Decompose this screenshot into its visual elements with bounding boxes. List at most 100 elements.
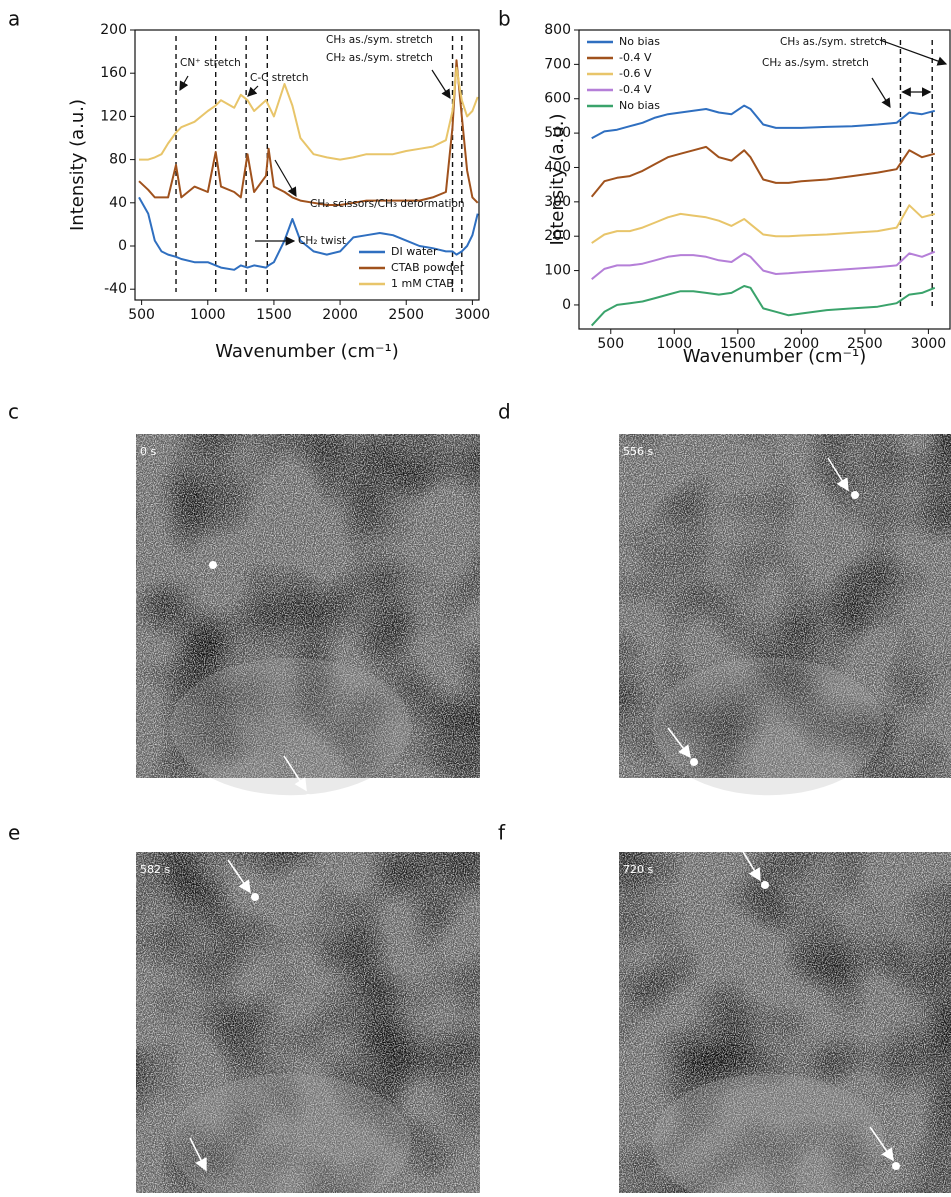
y-tick-label: 200 (100, 22, 127, 38)
x-tick-label: 2000 (784, 336, 820, 352)
y-axis-title: Intensity (a.u.) (547, 114, 568, 246)
legend-label: No bias (619, 99, 660, 112)
series-line (590, 285, 936, 327)
series-line (591, 104, 936, 140)
legend-label: No bias (619, 35, 660, 48)
panel-label: d (498, 400, 511, 424)
legend-label: CTAB powder (391, 261, 465, 274)
image-arrow (738, 844, 761, 882)
panel-label: c (8, 400, 19, 424)
bright-spot (251, 893, 259, 901)
annotation: CH₂ twist (298, 235, 346, 247)
image-arrow (189, 1137, 207, 1172)
x-tick-label: 2000 (322, 307, 358, 323)
y-tick-label: 300 (544, 194, 571, 210)
x-axis-title: Wavenumber (cm⁻¹) (683, 346, 867, 367)
bright-spot (892, 1162, 900, 1170)
image-speckle (136, 852, 480, 1193)
y-tick-label: 100 (544, 263, 571, 279)
x-tick-label: 2500 (847, 336, 883, 352)
panel-label: b (498, 7, 511, 31)
x-tick-label: 1500 (256, 307, 292, 323)
bright-spot (300, 814, 308, 822)
y-tick-label: 40 (109, 195, 127, 211)
y-tick-label: 500 (544, 125, 571, 141)
image-bright-region (170, 657, 412, 796)
microscopy-image: 582 s (136, 755, 480, 1197)
image-arrow (283, 755, 307, 792)
annotation-arrow (431, 69, 451, 100)
image-arrow (869, 1126, 894, 1162)
y-axis-title: Intensity (a.u.) (67, 99, 88, 231)
timestamp: 0 s (140, 445, 156, 458)
annotation: CH₃ as./sym. stretch (780, 36, 887, 48)
series-line (138, 196, 479, 271)
bright-spot (690, 758, 698, 766)
series-line (591, 250, 936, 280)
y-tick-label: -40 (104, 281, 127, 297)
x-tick-label: 3000 (911, 336, 947, 352)
x-tick-label: 500 (597, 336, 624, 352)
annotation: C-C stretch (250, 72, 308, 84)
panel-label: a (8, 7, 20, 31)
annotation: CH₃ as./sym. stretch (326, 34, 433, 46)
annotation-arrow (871, 77, 891, 109)
x-axis-title: Wavenumber (cm⁻¹) (215, 341, 399, 362)
microscopy-image: 720 s (619, 844, 951, 1197)
bright-spot (761, 881, 769, 889)
y-tick-label: 200 (544, 228, 571, 244)
annotation-arrow (879, 39, 948, 66)
y-tick-label: 0 (118, 238, 127, 254)
series-line (591, 204, 936, 244)
image-arrow (667, 727, 691, 759)
plot-frame (578, 29, 951, 330)
image-arrow (827, 457, 849, 492)
legend-label: -0.4 V (619, 83, 652, 96)
annotation-arrow (274, 159, 297, 198)
image-speckle (619, 434, 951, 778)
x-tick-label: 3000 (455, 307, 491, 323)
image-arrow (245, 809, 296, 823)
y-tick-label: 800 (544, 22, 571, 38)
x-tick-label: 500 (128, 307, 155, 323)
annotation: CH₂ as./sym. stretch (326, 52, 433, 64)
legend-label: 1 mM CTAB (391, 277, 454, 290)
image-speckle (619, 852, 951, 1193)
y-tick-label: 120 (100, 108, 127, 124)
timestamp: 582 s (140, 863, 170, 876)
panel-label: e (8, 821, 20, 845)
y-tick-label: 700 (544, 56, 571, 72)
panel-label: f (498, 821, 506, 845)
legend-label: -0.6 V (619, 67, 652, 80)
legend-label: -0.4 V (619, 51, 652, 64)
x-tick-label: 2500 (388, 307, 424, 323)
y-tick-label: 400 (544, 159, 571, 175)
bright-spot (851, 491, 859, 499)
timestamp: 556 s (623, 445, 653, 458)
image-speckle (136, 434, 480, 778)
series-line (590, 145, 936, 198)
image-bright-region (652, 657, 885, 796)
x-tick-label: 1000 (656, 336, 692, 352)
image-bright-region (170, 1073, 412, 1197)
y-tick-label: 600 (544, 91, 571, 107)
plot-frame (134, 29, 480, 301)
annotation-arrow (247, 85, 259, 97)
timestamp: 720 s (623, 863, 653, 876)
annotation: CH₂ as./sym. stretch (762, 57, 869, 69)
image-bright-region (652, 1073, 885, 1197)
annotation: CH₂ scissors/CH₃ deformation (310, 198, 465, 210)
bright-spot (304, 794, 312, 802)
annotation-arrow (179, 75, 189, 92)
microscopy-image: 0 s (136, 434, 480, 796)
microscopy-image: 556 s (619, 434, 951, 796)
bright-spot (209, 561, 217, 569)
annotation: CN⁺ stretch (180, 57, 241, 69)
legend-label: DI water (391, 245, 438, 258)
y-tick-label: 0 (562, 297, 571, 313)
image-arrow (227, 859, 251, 894)
x-tick-label: 1000 (190, 307, 226, 323)
x-tick-label: 1500 (720, 336, 756, 352)
